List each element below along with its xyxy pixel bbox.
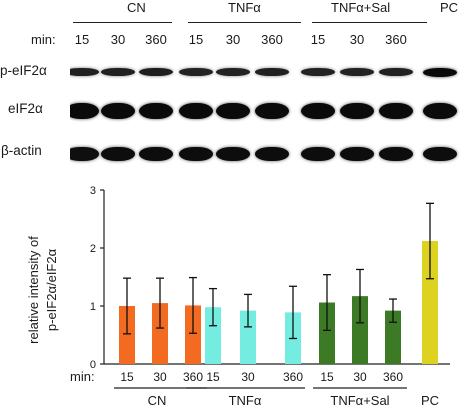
blot-band xyxy=(340,68,374,76)
blot-band xyxy=(139,147,173,161)
blot-band xyxy=(179,68,213,76)
blot-band xyxy=(340,103,374,119)
blot-time-label: 360 xyxy=(385,32,407,47)
blot-strip-beta-actin xyxy=(70,135,474,173)
blot-time-label: 30 xyxy=(349,32,365,47)
blot-band xyxy=(101,147,135,161)
x-tick-label: 360 xyxy=(383,370,403,384)
blot-time-label: 15 xyxy=(310,32,326,47)
blot-time-label: 30 xyxy=(225,32,241,47)
blot-band xyxy=(216,103,250,119)
x-tick-label: 30 xyxy=(241,370,255,384)
blot-band xyxy=(423,67,457,77)
blot-strip-p-eif2a xyxy=(70,55,474,89)
bar xyxy=(185,305,201,364)
blot-group-cn: CN xyxy=(127,0,146,15)
blot-band xyxy=(379,68,413,76)
blot-time-label: 15 xyxy=(188,32,204,47)
x-group-label: TNFα+Sal xyxy=(330,393,389,408)
blot-band xyxy=(70,147,99,161)
blot-band xyxy=(423,103,457,119)
x-group-label: TNFα xyxy=(229,393,262,408)
blot-band xyxy=(101,68,135,76)
bar xyxy=(240,310,256,364)
blot-time-label: 360 xyxy=(145,32,167,47)
blot-band xyxy=(255,68,289,76)
blot-band xyxy=(101,103,135,119)
x-tick-label: 30 xyxy=(353,370,367,384)
blot-band xyxy=(301,147,335,161)
blot-band xyxy=(139,68,173,76)
blot-group-line-tnfa-sal xyxy=(312,22,427,23)
blot-band xyxy=(216,147,250,161)
x-tick-label: 15 xyxy=(206,370,220,384)
bar xyxy=(205,307,221,364)
blot-min-label: min: xyxy=(31,32,56,47)
x-tick-label: 360 xyxy=(283,370,303,384)
blot-label-beta-actin: β-actin xyxy=(1,143,42,158)
bar xyxy=(119,306,135,364)
y-tick-label: 3 xyxy=(90,185,96,197)
blot-band xyxy=(139,103,173,119)
x-min-label: min: xyxy=(70,369,95,384)
blot-band xyxy=(301,68,335,76)
bar xyxy=(385,310,401,364)
blot-time-label: 30 xyxy=(110,32,126,47)
blot-group-tnfa-sal: TNFα+Sal xyxy=(331,0,391,15)
blot-group-line-tnfa xyxy=(188,22,301,23)
y-tick-label: 0 xyxy=(90,359,96,371)
blot-band xyxy=(301,103,335,119)
blot-label-eif2a: eIF2α xyxy=(8,101,43,116)
blot-band xyxy=(179,103,213,119)
blot-band xyxy=(423,147,457,161)
blot-band xyxy=(379,103,413,119)
blot-band xyxy=(70,68,99,76)
blot-group-pc: PC xyxy=(440,0,459,15)
blot-group-tnfa: TNFα xyxy=(228,0,261,15)
blot-strip-eif2a xyxy=(70,91,474,131)
blot-label-p-eif2a: p-eIF2α xyxy=(0,63,47,78)
blot-band xyxy=(340,147,374,161)
blot-band xyxy=(179,147,213,161)
blot-band xyxy=(255,103,289,119)
y-axis-label: relative intensity of p-eIF2α/eIF2α xyxy=(26,236,59,344)
blot-band xyxy=(70,103,99,119)
bar xyxy=(152,303,168,364)
x-tick-label: 30 xyxy=(153,370,167,384)
blot-band xyxy=(255,147,289,161)
bar xyxy=(319,302,335,364)
x-tick-label: 15 xyxy=(320,370,334,384)
y-tick-label: 1 xyxy=(90,301,96,313)
blot-band xyxy=(379,147,413,161)
y-tick-label: 2 xyxy=(90,243,96,255)
blot-time-label: 360 xyxy=(261,32,283,47)
y-axis-label-line2: p-eIF2α/eIF2α xyxy=(44,248,59,331)
blot-time-label: 15 xyxy=(74,32,90,47)
y-axis-label-line1: relative intensity of xyxy=(26,236,41,344)
bar xyxy=(352,296,368,364)
x-group-label: PC xyxy=(421,393,439,408)
x-tick-label: 15 xyxy=(120,370,134,384)
blot-group-line-cn xyxy=(73,22,172,23)
x-group-label: CN xyxy=(148,393,167,408)
x-tick-label: 360 xyxy=(183,370,203,384)
blot-band xyxy=(216,68,250,76)
bar xyxy=(422,241,438,364)
